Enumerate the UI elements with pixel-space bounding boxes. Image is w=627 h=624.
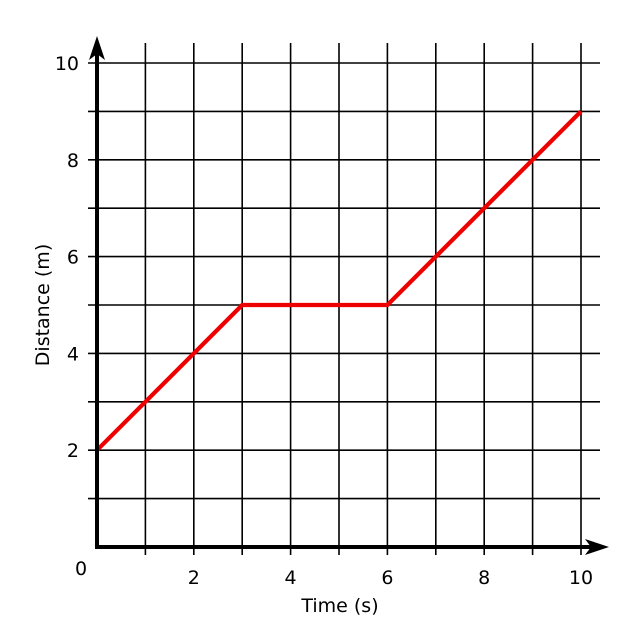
y-tick-label: 2 [67,440,79,462]
x-tick-label: 6 [381,567,393,589]
y-axis-arrowhead [89,36,105,60]
y-tick-label: 8 [67,150,79,172]
x-tick-label: 8 [478,567,490,589]
origin-label: 0 [75,558,87,580]
x-tick-label: 4 [285,567,297,589]
x-tick-label: 2 [188,567,200,589]
y-tick-label: 6 [67,247,79,269]
tick-labels: 2 4 6 8 10 2 4 6 8 10 [55,53,593,589]
axes [89,36,609,555]
y-tick-label: 10 [55,53,79,75]
x-tick-label: 10 [569,567,593,589]
grid [88,43,600,555]
y-axis-title: Distance (m) [32,244,54,366]
series-layer [95,109,583,452]
series-line [95,109,583,452]
x-axis-arrowhead [585,539,609,555]
x-axis-title: Time (s) [300,595,378,617]
y-tick-label: 4 [67,343,79,365]
